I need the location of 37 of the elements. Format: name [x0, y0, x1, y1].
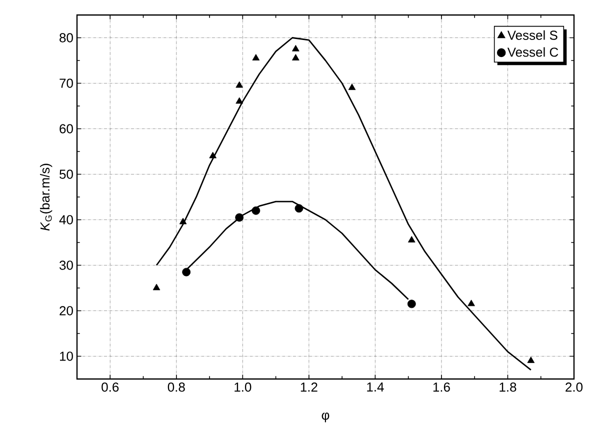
y-tick-label: 70 [60, 78, 73, 88]
y-tick-label: 50 [60, 170, 73, 179]
point [408, 236, 416, 242]
point [292, 54, 300, 60]
x-tick-label: 1.4 [367, 382, 384, 392]
legend-label: Vessel S [507, 30, 558, 40]
point [468, 300, 475, 306]
legend-label: Vessel C [507, 47, 558, 57]
point [348, 84, 356, 90]
y-tick-label: 40 [59, 215, 73, 224]
y-axis-title: K$_{G}$(bar.m/s) [40, 164, 52, 231]
point [236, 81, 244, 88]
point [294, 204, 304, 213]
point [527, 356, 535, 363]
x-tick-label: 1.8 [500, 382, 516, 392]
y-tick-label: 60 [60, 124, 73, 134]
point [179, 218, 187, 224]
y-tick-label: 30 [60, 260, 73, 270]
point [152, 284, 160, 290]
x-tick-label: 1.2 [300, 382, 318, 392]
point [209, 152, 217, 158]
point [182, 268, 191, 276]
x-tick-label: 0.8 [168, 382, 185, 392]
point [292, 44, 300, 52]
y-tick-label: 10 [60, 352, 73, 361]
point [235, 213, 244, 222]
point [252, 54, 260, 60]
y-tick-label: 80 [60, 33, 73, 42]
x-tick-label: 2.0 [566, 382, 583, 392]
point [252, 206, 260, 215]
x-tick-label: 1.0 [234, 382, 252, 392]
x-tick-label: 1.6 [433, 382, 450, 392]
x-tick-label: 0.6 [102, 382, 119, 392]
y-tick-label: 20 [60, 306, 73, 316]
point [236, 97, 244, 104]
point [407, 300, 416, 308]
x-axis-title: φ [322, 412, 330, 422]
